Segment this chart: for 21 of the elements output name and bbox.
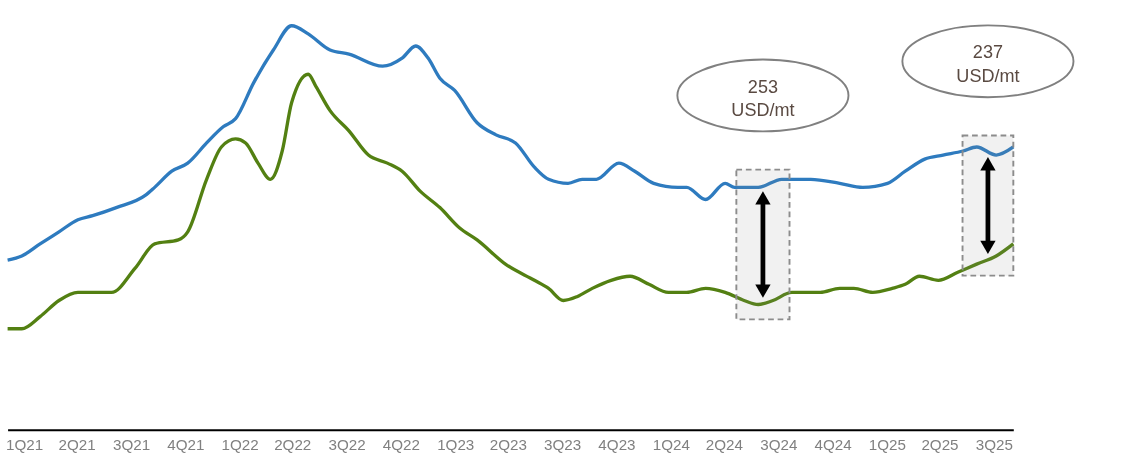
x-tick-label: 4Q21 bbox=[167, 436, 205, 454]
x-tick-label: 1Q23 bbox=[437, 436, 475, 454]
x-tick-label: 1Q24 bbox=[652, 436, 690, 454]
x-tick-label: 3Q24 bbox=[760, 436, 798, 454]
annotation: 253 USD/mt bbox=[731, 76, 795, 121]
x-tick-label: 2Q24 bbox=[705, 436, 744, 454]
x-tick-label: 2Q22 bbox=[274, 436, 312, 454]
x-tick-label: 2Q23 bbox=[489, 436, 527, 454]
x-tick-label: 3Q21 bbox=[112, 436, 151, 454]
x-tick-label: 1Q25 bbox=[868, 436, 906, 454]
x-tick-label: 1Q22 bbox=[221, 436, 259, 454]
x-tick-label: 2Q25 bbox=[921, 436, 959, 454]
x-tick-label: 1Q21 bbox=[6, 436, 44, 454]
x-tick-label: 4Q23 bbox=[598, 436, 636, 454]
x-tick-label: 3Q23 bbox=[544, 436, 582, 454]
x-tick-label: 4Q22 bbox=[382, 436, 420, 454]
x-tick-label: 3Q22 bbox=[328, 436, 366, 454]
x-tick-label: 2Q21 bbox=[58, 436, 96, 454]
annotation: 237 USD/mt bbox=[956, 42, 1020, 87]
x-tick-label: 3Q25 bbox=[975, 436, 1013, 454]
x-tick-label: 4Q24 bbox=[814, 436, 852, 454]
